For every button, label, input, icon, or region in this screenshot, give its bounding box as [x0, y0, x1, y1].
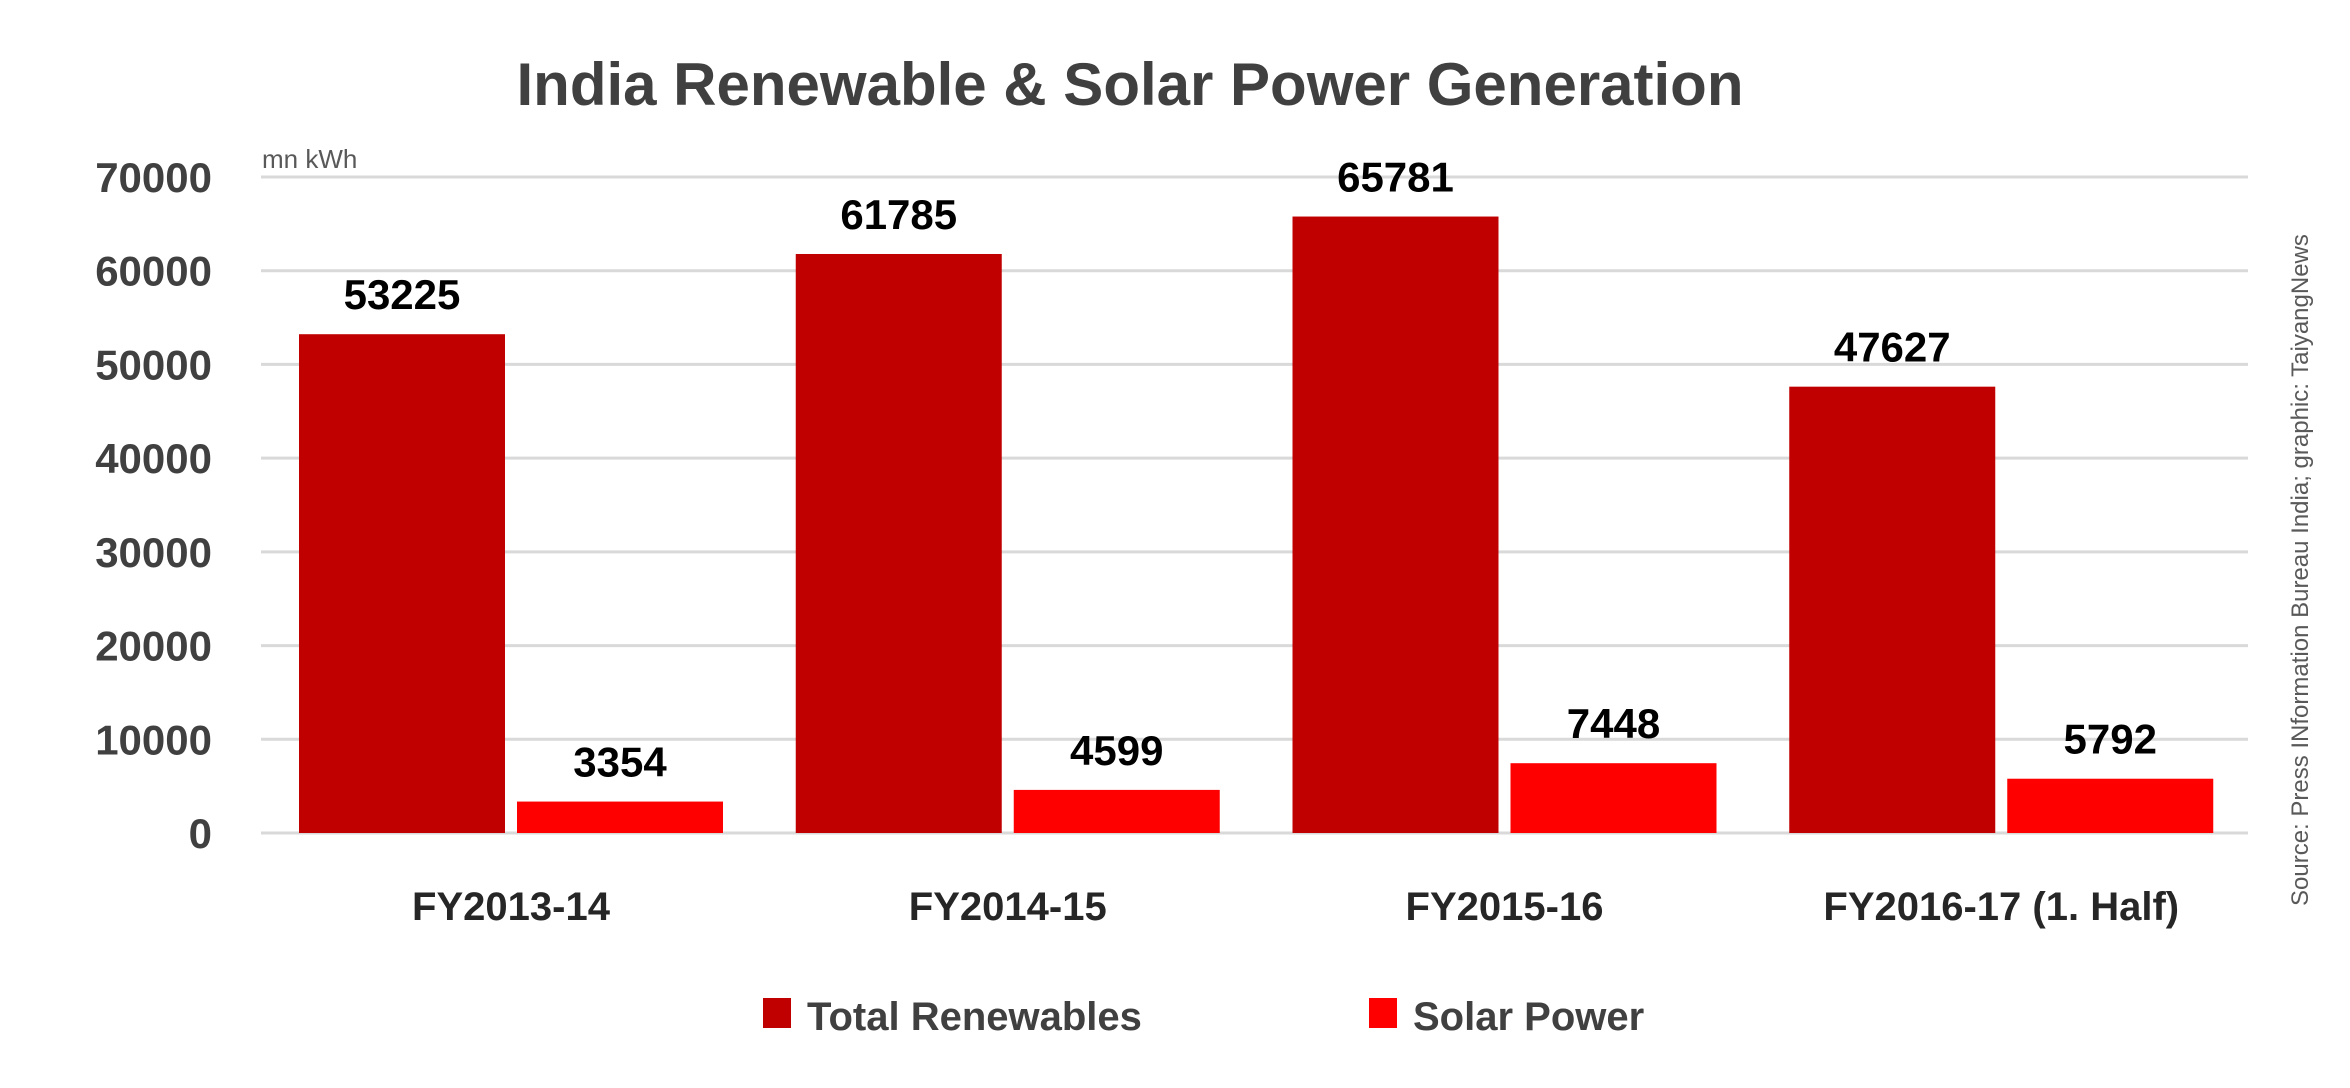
y-axis-unit-label: mn kWh — [262, 144, 357, 174]
bar-total-renewables — [795, 253, 1002, 834]
data-label: 4599 — [1070, 727, 1163, 774]
bar-solar-power — [517, 801, 723, 833]
legend-label: Solar Power — [1413, 995, 1644, 1039]
bar-solar-power — [2007, 778, 2214, 833]
legend-swatch — [763, 998, 791, 1028]
bar-solar-power — [1510, 763, 1717, 833]
y-tick-label: 40000 — [95, 435, 212, 482]
y-tick-label: 10000 — [95, 716, 212, 763]
data-label: 7448 — [1567, 700, 1660, 747]
legend-label: Total Renewables — [807, 995, 1142, 1039]
x-category-label: FY2016-17 (1. Half) — [1823, 885, 2179, 929]
y-tick-label: 0 — [189, 810, 212, 857]
data-label: 47627 — [1834, 324, 1951, 371]
y-tick-label: 20000 — [95, 623, 212, 670]
y-tick-label: 50000 — [95, 341, 212, 388]
bar-solar-power — [1013, 789, 1220, 833]
bar-total-renewables — [1789, 386, 1996, 833]
x-category-label: FY2015-16 — [1406, 885, 1604, 929]
legend-swatch — [1369, 998, 1397, 1028]
bar-total-renewables — [1292, 216, 1499, 833]
y-tick-label: 30000 — [95, 529, 212, 576]
chart-title: India Renewable & Solar Power Generation — [517, 51, 1744, 118]
x-category-label: FY2014-15 — [909, 885, 1107, 929]
x-category-label: FY2013-14 — [412, 885, 611, 929]
source-credit: Source: Press INformation Bureau India; … — [2287, 234, 2314, 906]
data-label: 53225 — [344, 271, 461, 318]
y-tick-label: 60000 — [95, 248, 212, 295]
y-tick-label: 70000 — [95, 154, 212, 201]
data-label: 61785 — [840, 191, 957, 238]
data-label: 3354 — [573, 739, 667, 786]
data-label: 5792 — [2064, 716, 2157, 763]
bar-total-renewables — [299, 334, 505, 833]
data-label: 65781 — [1337, 154, 1454, 201]
